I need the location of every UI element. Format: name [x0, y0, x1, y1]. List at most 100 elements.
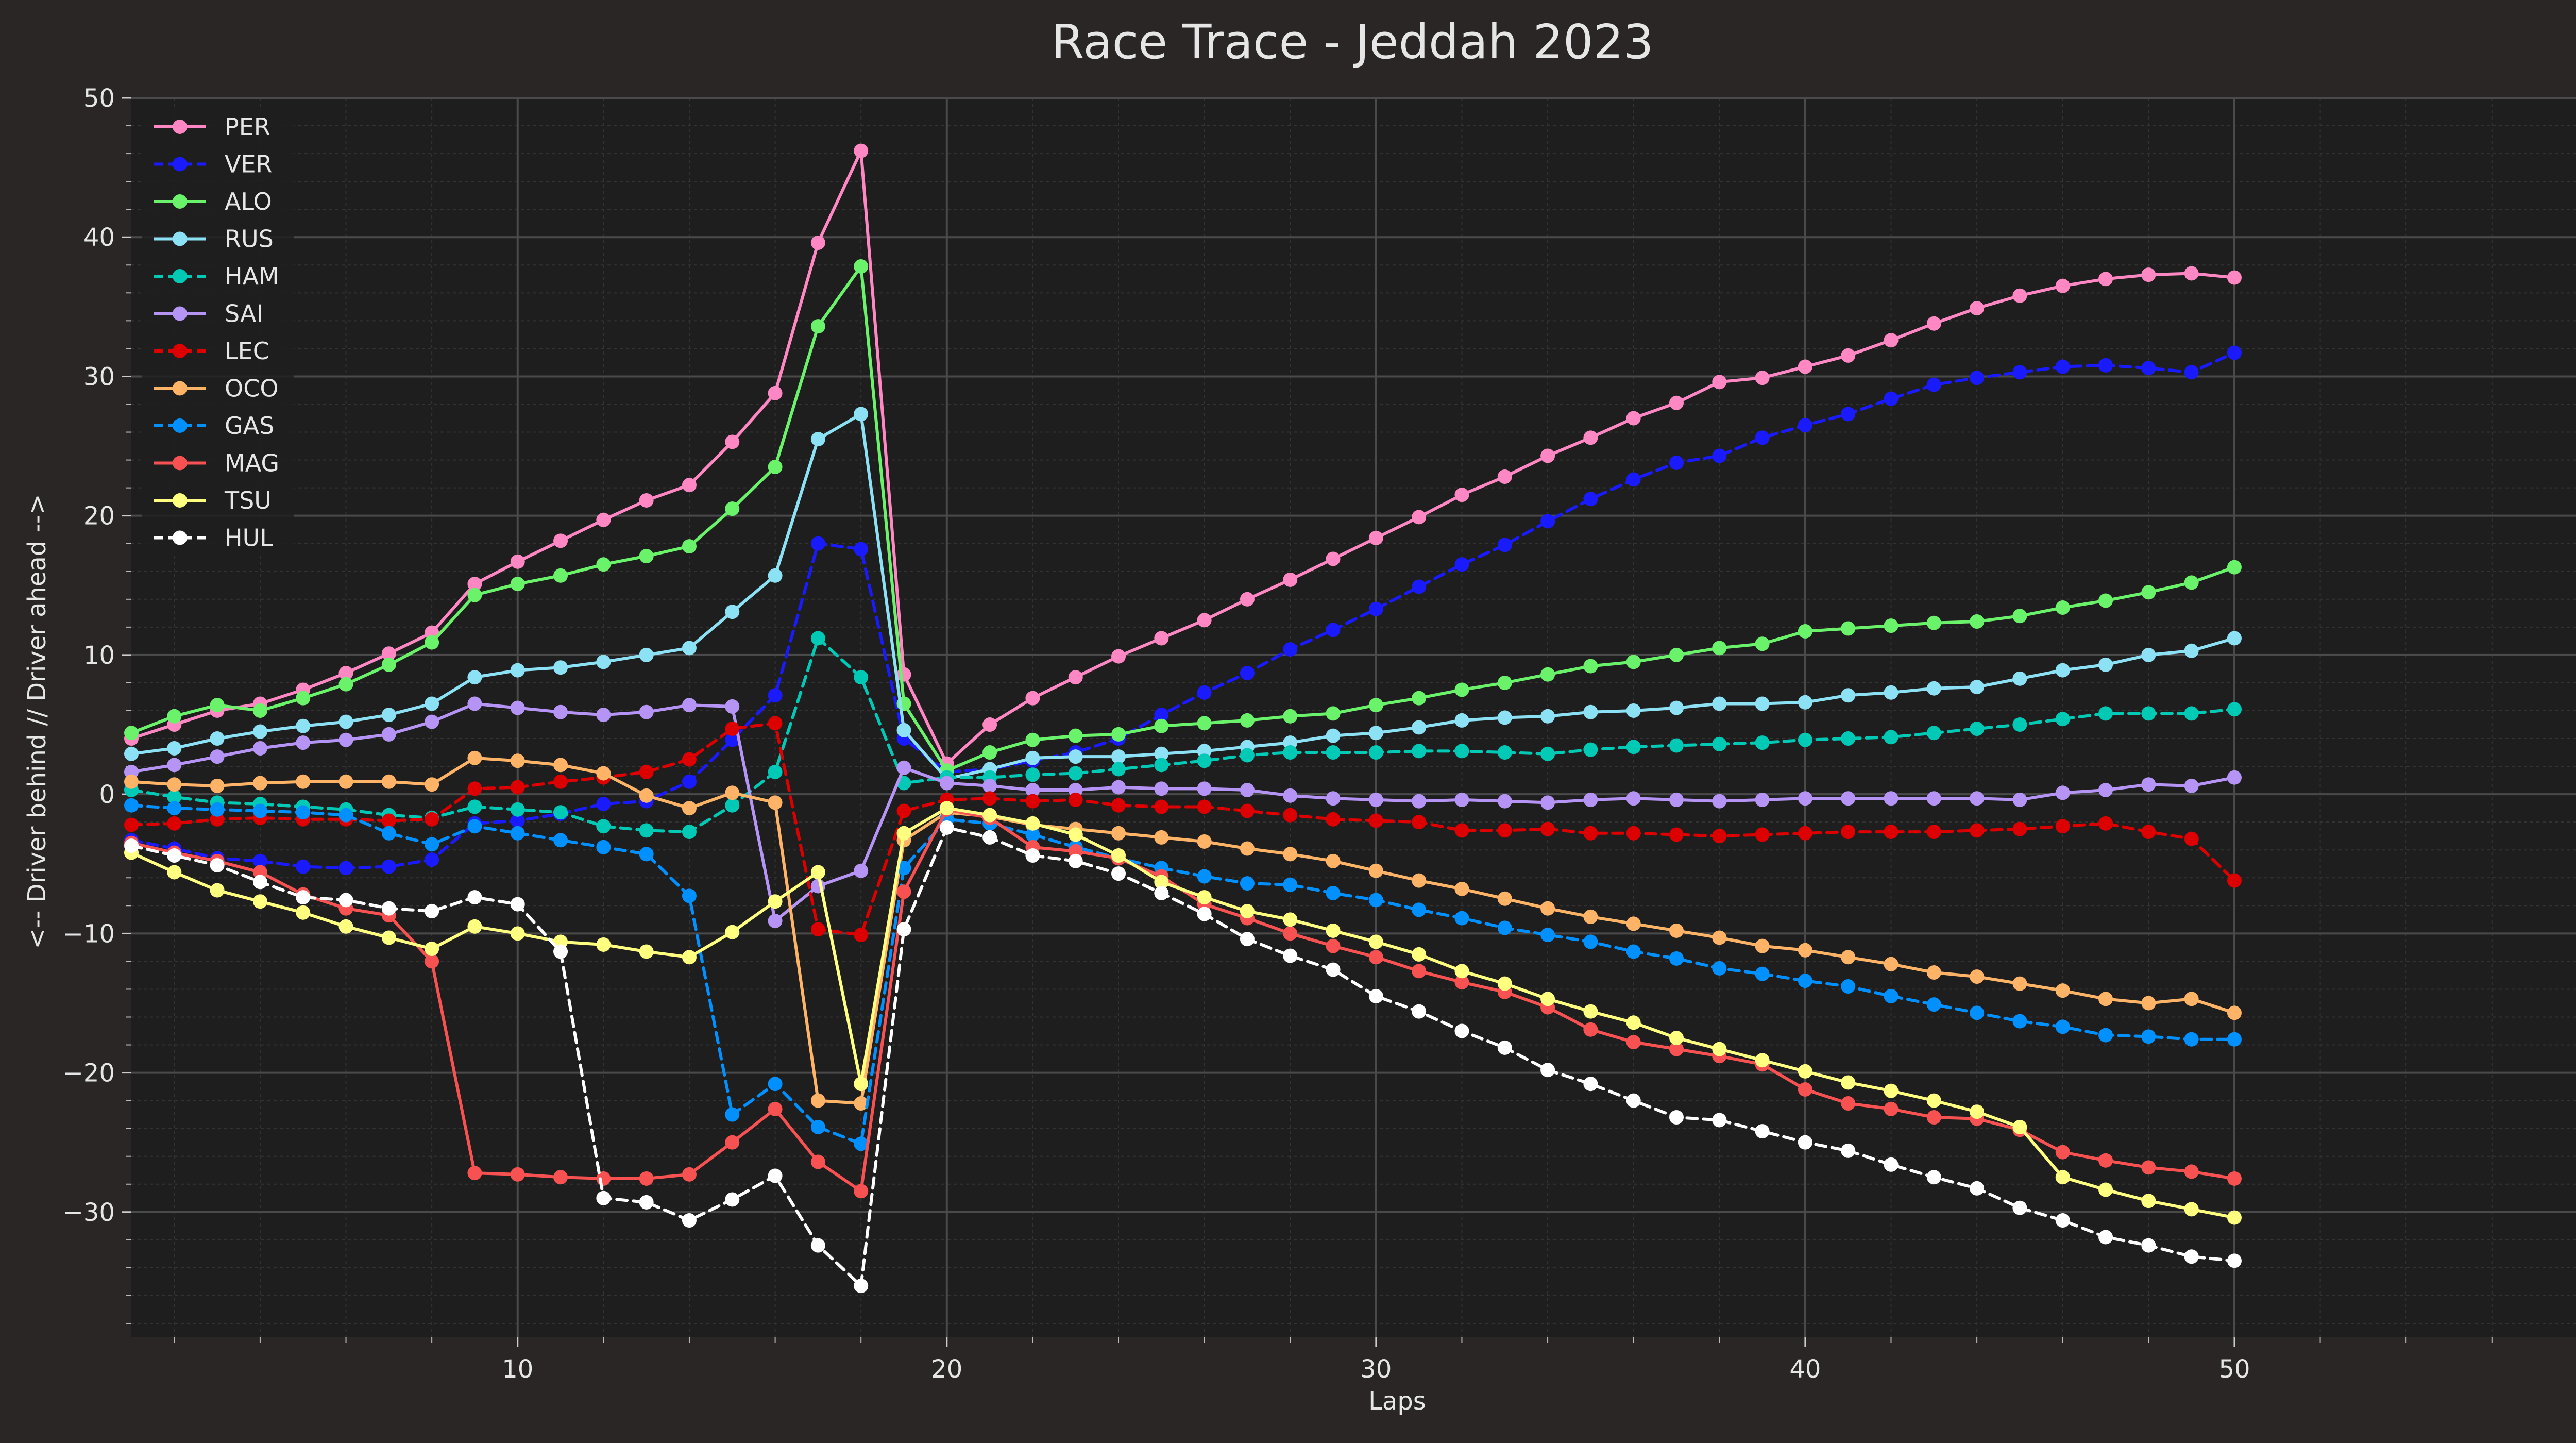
x-tick-label: 30: [1360, 1355, 1392, 1384]
data-point-ver: [1712, 448, 1727, 463]
data-point-per: [510, 554, 525, 569]
data-point-tsu: [1197, 890, 1212, 905]
data-point-lec: [381, 813, 396, 828]
data-point-ver: [2184, 365, 2199, 380]
data-point-lec: [2098, 816, 2113, 831]
legend-marker: [173, 194, 187, 209]
data-point-sai: [1497, 794, 1512, 809]
data-point-hul: [381, 901, 396, 916]
data-point-rus: [1798, 695, 1812, 710]
data-point-tsu: [210, 883, 225, 898]
data-point-mag: [1412, 964, 1427, 979]
data-point-alo: [1154, 718, 1169, 733]
data-point-sai: [2141, 777, 2156, 792]
data-point-gas: [725, 1107, 740, 1122]
data-point-sai: [1283, 788, 1298, 803]
data-point-per: [1283, 572, 1298, 587]
series-line-tsu: [130, 807, 2236, 1219]
data-point-alo: [810, 319, 825, 334]
data-point-per: [2012, 288, 2027, 303]
data-point-ver: [1454, 557, 1469, 572]
data-point-rus: [1583, 704, 1598, 719]
data-point-rus: [1884, 685, 1899, 700]
x-tick-label: 20: [931, 1355, 962, 1384]
data-point-sai: [467, 696, 482, 711]
data-point-hul: [1970, 1181, 1985, 1196]
data-point-ham: [1454, 744, 1469, 759]
data-point-rus: [2098, 657, 2113, 672]
data-point-tsu: [510, 926, 525, 941]
data-point-rus: [1497, 710, 1512, 725]
data-point-alo: [1540, 667, 1555, 682]
legend: PER VER ALO RUS HAM SAI LEC OCO GAS MAG TSU HUL: [142, 107, 294, 556]
data-point-rus: [510, 663, 525, 678]
data-point-tsu: [1240, 904, 1255, 919]
data-point-per: [768, 385, 783, 400]
data-point-per: [1583, 430, 1598, 445]
data-point-gas: [1540, 928, 1555, 943]
data-point-ham: [2055, 712, 2070, 727]
data-point-alo: [854, 259, 869, 274]
data-point-gas: [1412, 902, 1427, 917]
data-point-mag: [1368, 950, 1383, 965]
data-point-oco: [725, 785, 740, 800]
data-point-hul: [1412, 1004, 1427, 1019]
data-point-lec: [1368, 813, 1383, 828]
data-point-rus: [682, 641, 697, 656]
series-line-hul: [130, 826, 2236, 1288]
data-point-gas: [553, 833, 568, 848]
data-point-ver: [1368, 601, 1383, 616]
data-point-hul: [1368, 988, 1383, 1003]
data-point-alo: [1368, 698, 1383, 713]
data-point-hul: [1884, 1157, 1899, 1172]
data-point-hul: [2055, 1213, 2070, 1228]
data-point-sai: [768, 914, 783, 929]
data-point-rus: [296, 718, 311, 733]
data-point-ham: [1197, 753, 1212, 768]
series-ham: [124, 631, 2242, 840]
data-point-mag: [2055, 1145, 2070, 1160]
data-point-oco: [1970, 969, 1985, 984]
data-point-tsu: [1326, 923, 1341, 938]
data-point-gas: [596, 840, 611, 854]
legend-label: HAM: [225, 262, 279, 290]
series-lec: [124, 716, 2242, 943]
data-point-ver: [682, 774, 697, 789]
x-tick-label: 50: [2218, 1355, 2250, 1384]
data-point-hul: [467, 890, 482, 905]
data-point-per: [338, 666, 353, 681]
data-point-gas: [810, 1119, 825, 1134]
data-point-gas: [1326, 885, 1341, 900]
data-point-rus: [1368, 726, 1383, 741]
data-point-rus: [1755, 696, 1770, 711]
data-point-alo: [2141, 585, 2156, 600]
data-point-oco: [1926, 965, 1941, 980]
data-point-alo: [510, 577, 525, 592]
data-point-tsu: [939, 801, 954, 816]
data-point-ver: [2098, 358, 2113, 373]
data-point-gas: [896, 861, 911, 876]
data-point-ver: [1497, 538, 1512, 552]
data-point-ver: [1798, 418, 1812, 433]
data-point-ver: [425, 852, 439, 867]
data-point-ham: [1884, 730, 1899, 745]
data-point-gas: [296, 805, 311, 820]
y-tick-label: −10: [63, 919, 115, 948]
data-point-rus: [2055, 663, 2070, 678]
series-line-per: [130, 149, 2236, 765]
data-point-hul: [810, 1238, 825, 1253]
data-point-oco: [1712, 930, 1727, 945]
data-point-tsu: [252, 894, 267, 909]
data-point-alo: [2012, 609, 2027, 624]
data-point-alo: [1283, 709, 1298, 724]
data-point-lec: [2227, 873, 2242, 888]
data-point-rus: [124, 746, 139, 761]
data-point-ham: [2227, 702, 2242, 717]
data-point-mag: [2098, 1153, 2113, 1168]
data-point-rus: [1412, 720, 1427, 735]
data-point-ham: [1755, 735, 1770, 750]
data-point-gas: [338, 808, 353, 823]
data-point-ham: [2098, 706, 2113, 721]
data-point-tsu: [1755, 1053, 1770, 1068]
